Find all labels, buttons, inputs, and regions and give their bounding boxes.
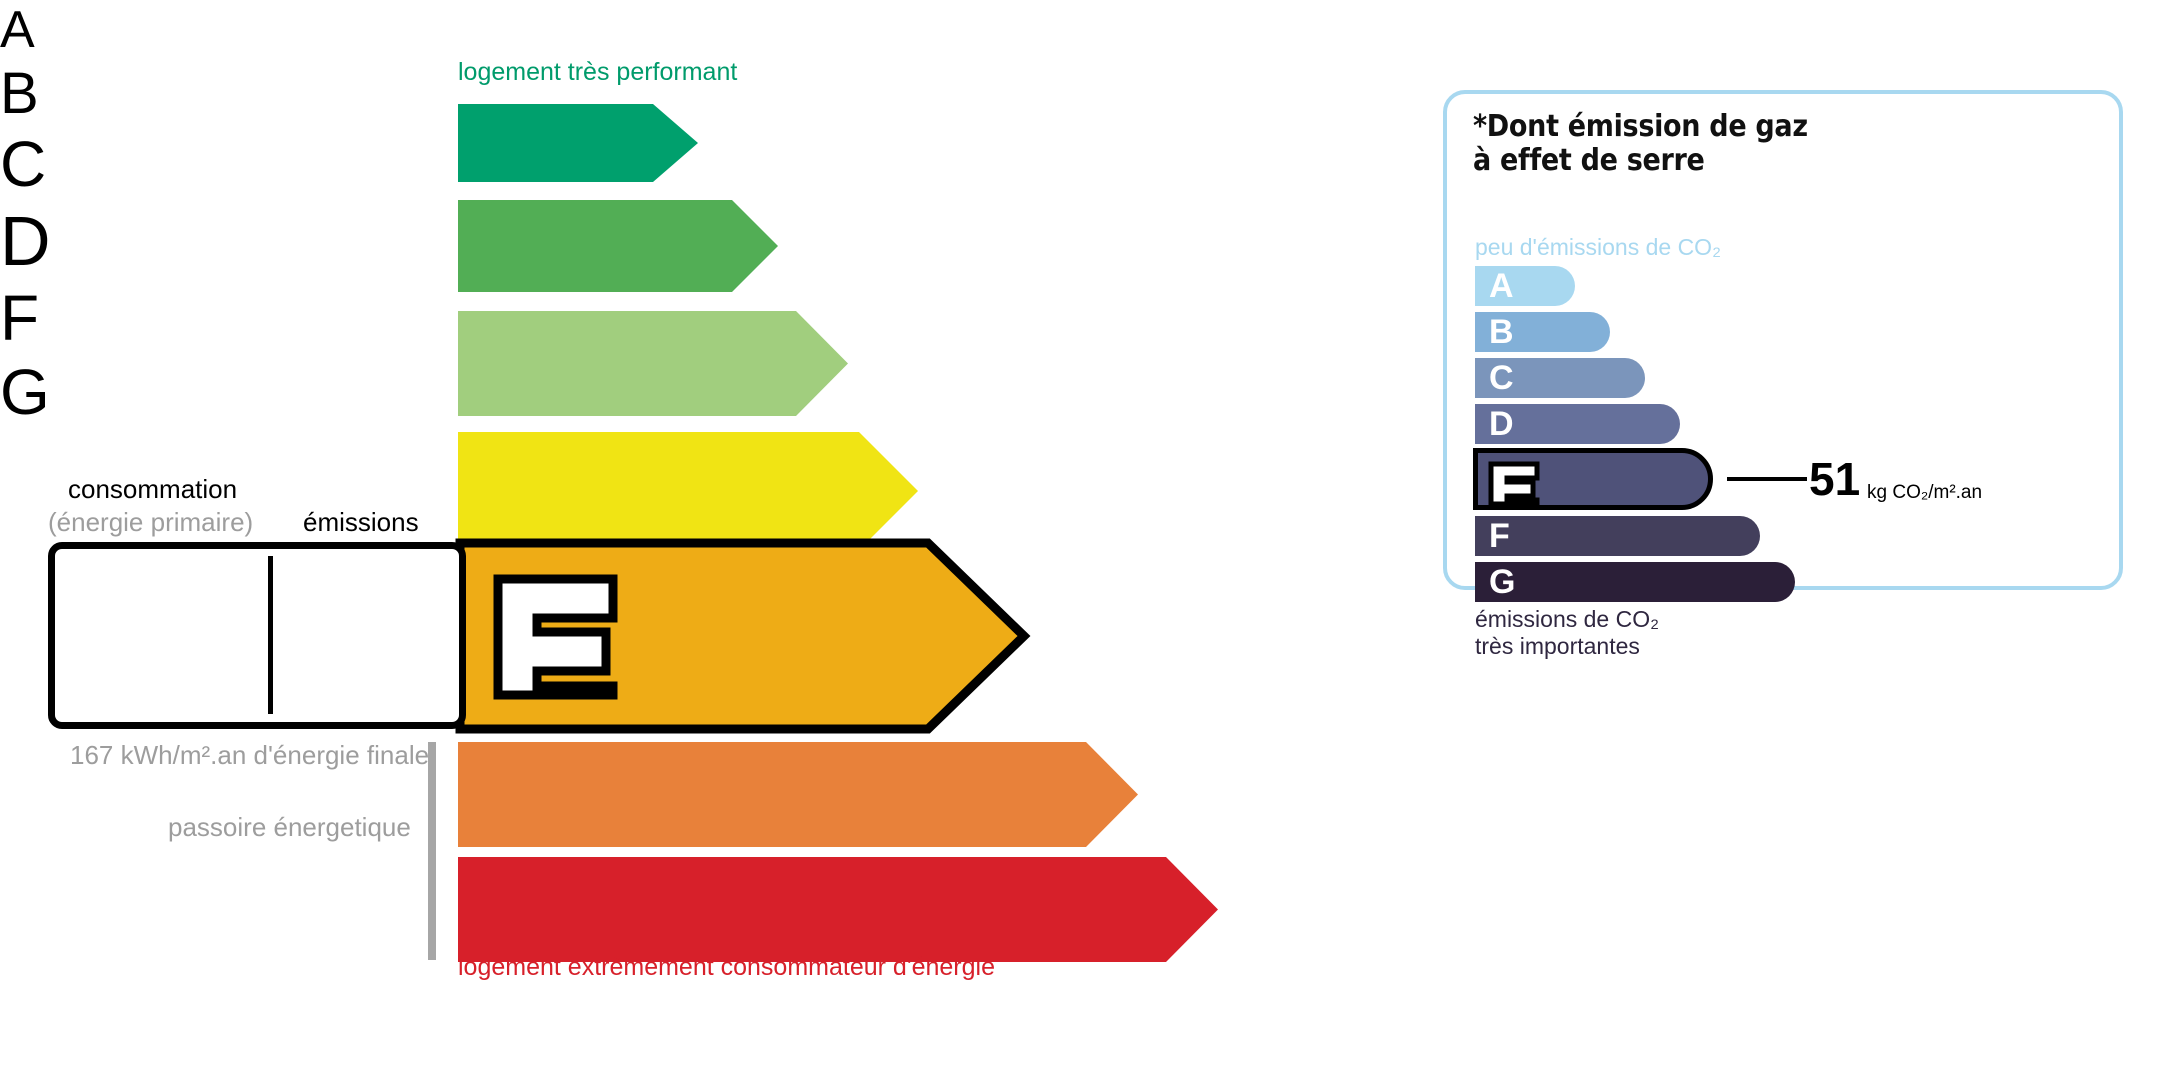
ges-callout-unit: kg CO₂/m².an <box>1867 482 1983 503</box>
ges-band-c-letter: C <box>1489 359 1514 397</box>
energy-bottom-caption: logement extrêmement consommateur d'éner… <box>458 953 995 981</box>
ges-band-b-letter: B <box>1489 313 1514 351</box>
energy-top-caption: logement très performant <box>458 58 738 86</box>
energy-band-d: D <box>0 201 1380 550</box>
ges-band-d: D <box>1475 404 1680 444</box>
energy-band-a-letter: A <box>0 1 35 59</box>
values-divider <box>268 556 273 714</box>
passoire-bracket <box>428 742 436 960</box>
energy-band-f-letter: F <box>0 282 40 354</box>
consumption-header: consommation <box>68 474 238 504</box>
ges-band-g: G <box>1475 562 1795 602</box>
passoire-note: passoire énergetique <box>168 812 411 842</box>
ges-band-g-letter: G <box>1489 563 1516 601</box>
ges-band-f: F <box>1475 516 1760 556</box>
energy-band-g-letter: G <box>0 356 50 428</box>
energy-band-g: G <box>0 355 1380 962</box>
energy-band-a: A <box>0 0 1380 182</box>
final-energy-note: 167 kWh/m².an d'énergie finale <box>70 740 430 770</box>
ges-top-caption: peu d'émissions de CO₂ <box>1475 234 1721 260</box>
energy-performance-chart: logement très performant A B C D <box>0 0 1380 981</box>
ges-band-b: B <box>1475 312 1610 352</box>
ges-band-a: A <box>1475 266 1575 306</box>
ges-band-a-letter: A <box>1489 267 1514 305</box>
ges-band-d-letter: D <box>1489 405 1514 443</box>
ges-callout-leader <box>1727 477 1807 481</box>
energy-band-f: F <box>0 281 1380 847</box>
energy-band-b-letter: B <box>0 61 39 126</box>
energy-band-d-letter: D <box>0 202 51 280</box>
energy-band-c-letter: C <box>0 128 47 200</box>
consumption-subheader: (énergie primaire) <box>48 507 254 537</box>
ges-bottom-caption: émissions de CO₂ très importantes <box>1475 606 1660 660</box>
emission-header: émissions <box>303 507 419 537</box>
ges-band-f-letter: F <box>1489 517 1510 555</box>
ges-band-e <box>1473 448 1713 510</box>
greenhouse-gas-panel: *Dont émission de gaz à effet de serre p… <box>1443 90 2123 659</box>
ges-band-c: C <box>1475 358 1645 398</box>
ges-callout-value: 51 <box>1809 453 1861 505</box>
ges-panel-title: *Dont émission de gaz à effet de serre <box>1473 109 1808 179</box>
energy-band-c: C <box>0 127 1380 416</box>
values-box <box>48 542 466 729</box>
energy-band-b: B <box>0 60 1380 292</box>
